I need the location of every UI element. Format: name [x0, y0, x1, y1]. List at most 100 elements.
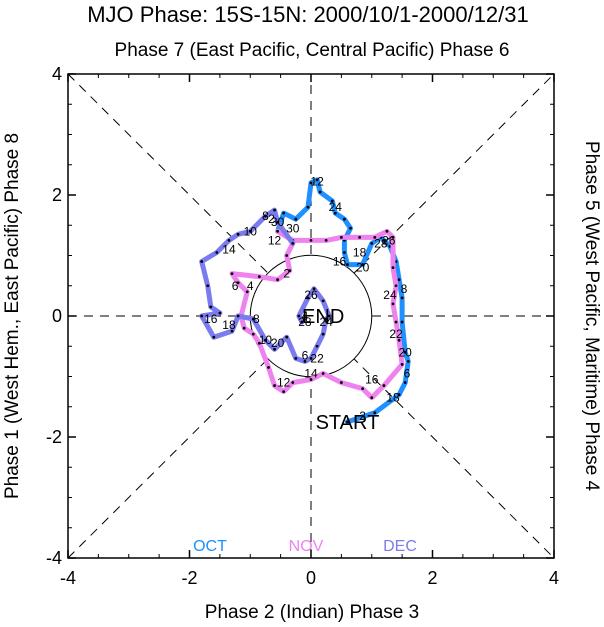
day-point-oct-27 — [282, 211, 286, 215]
left-phase-label: Phase 1 (West Hem., East Pacific) Phase … — [2, 133, 23, 499]
day-label-dec-10: 10 — [244, 224, 258, 238]
day-point-nov-6 — [373, 235, 377, 239]
day-label-oct-18: 18 — [353, 245, 367, 259]
day-label-dec-6: 6 — [302, 348, 309, 362]
day-point-nov-29 — [245, 290, 249, 294]
day-point-dec-20 — [294, 356, 298, 360]
y-tick-label: 4 — [52, 64, 62, 84]
day-label-nov-4: 4 — [247, 279, 254, 293]
day-point-oct-15 — [346, 263, 349, 266]
day-point-nov-22 — [282, 390, 286, 394]
day-point-oct-20 — [333, 211, 337, 215]
end-label: END — [302, 306, 344, 328]
day-label-nov-14: 14 — [304, 366, 318, 380]
day-label-dec-16: 16 — [204, 312, 218, 326]
day-point-dec-12 — [200, 314, 204, 318]
day-point-nov-11 — [391, 302, 395, 306]
day-label-dec-28: 28 — [298, 315, 312, 329]
day-point-dec-17 — [264, 338, 267, 342]
day-label-nov-8: 8 — [253, 312, 260, 326]
day-point-dec-19 — [285, 335, 289, 339]
day-point-nov-33 — [276, 278, 279, 282]
day-point-nov-9 — [391, 266, 395, 269]
day-point-nov-3 — [324, 238, 328, 242]
day-point-oct-19 — [343, 217, 346, 221]
y-tick-label: -4 — [46, 548, 62, 568]
day-label-dec-30: 30 — [286, 221, 300, 235]
day-label-dec-26: 26 — [304, 288, 318, 302]
day-point-nov-14 — [400, 363, 404, 366]
day-point-nov-31 — [230, 272, 234, 276]
day-point-nov-35 — [285, 254, 289, 257]
day-point-nov-0 — [276, 229, 279, 233]
day-point-oct-8 — [397, 278, 401, 282]
day-point-nov-16 — [370, 396, 374, 400]
day-point-oct-5 — [403, 350, 407, 354]
day-label-oct-20: 20 — [356, 261, 370, 275]
day-point-nov-21 — [291, 381, 295, 384]
day-label-oct-28: 28 — [374, 236, 388, 250]
x-tick-label: 2 — [427, 568, 437, 588]
day-point-dec-7 — [215, 251, 219, 254]
chart-title: MJO Phase: 15S-15N: 2000/10/1-2000/12/31 — [87, 2, 529, 27]
right-phase-label: Phase 5 (West Pacific, Maritime) Phase 4 — [581, 141, 602, 492]
day-label-nov-6: 6 — [232, 279, 239, 293]
day-label-dec-22: 22 — [310, 351, 324, 365]
day-point-nov-32 — [257, 275, 261, 279]
day-label-dec-24: 24 — [320, 315, 334, 329]
day-label-oct-12: 12 — [310, 175, 324, 189]
x-tick-label: -4 — [60, 568, 76, 588]
day-point-oct-22 — [318, 190, 322, 194]
day-point-oct-1 — [373, 411, 377, 415]
x-tick-label: 0 — [306, 568, 316, 588]
day-label-oct-30: 30 — [271, 215, 285, 229]
day-point-oct-16 — [343, 251, 346, 254]
day-point-oct-4 — [406, 359, 410, 363]
day-point-oct-7 — [400, 296, 404, 300]
day-point-oct-2 — [397, 393, 401, 397]
day-label-nov-18: 18 — [386, 391, 400, 405]
day-label-oct-24: 24 — [329, 200, 343, 214]
day-point-dec-14 — [230, 329, 234, 333]
day-point-nov-13 — [397, 338, 401, 342]
day-point-dec-13 — [212, 335, 216, 339]
day-point-nov-12 — [394, 320, 398, 324]
day-point-nov-15 — [382, 384, 386, 387]
day-label-dec-8: 8 — [262, 209, 269, 223]
day-point-dec-1 — [276, 220, 279, 224]
day-point-dec-26 — [327, 314, 331, 318]
day-point-oct-0 — [346, 420, 349, 424]
day-point-dec-22 — [309, 356, 313, 360]
day-point-dec-29 — [306, 296, 310, 300]
day-point-oct-13 — [370, 242, 374, 245]
day-point-dec-2 — [273, 208, 276, 212]
top-phase-label: Phase 7 (East Pacific, Central Pacific) … — [115, 40, 510, 61]
day-label-dec-14: 14 — [222, 242, 236, 256]
start-label: START — [316, 412, 380, 434]
day-point-oct-6 — [400, 320, 404, 324]
day-point-dec-28 — [312, 287, 316, 291]
day-point-oct-26 — [294, 217, 298, 221]
legend-item-nov: NOV — [289, 538, 324, 555]
day-point-dec-30 — [297, 314, 301, 318]
day-point-nov-27 — [242, 326, 246, 330]
day-point-dec-3 — [264, 214, 267, 218]
day-point-dec-6 — [227, 238, 231, 242]
day-label-dec-12: 12 — [268, 233, 282, 247]
day-point-nov-18 — [339, 381, 343, 384]
day-label-oct-16: 16 — [333, 255, 347, 269]
day-label-nov-24: 24 — [383, 288, 397, 302]
day-label-oct-26: 26 — [382, 233, 396, 247]
day-point-nov-7 — [385, 229, 389, 233]
day-point-oct-21 — [330, 199, 334, 203]
day-point-nov-34 — [288, 269, 292, 273]
day-label-nov-20: 20 — [398, 345, 412, 359]
day-label-oct-6: 6 — [404, 366, 411, 380]
day-point-nov-25 — [257, 341, 261, 345]
day-label-dec-2: 2 — [268, 212, 275, 226]
day-point-oct-11 — [382, 238, 386, 242]
day-label-nov-12: 12 — [277, 376, 291, 390]
day-point-dec-27 — [321, 299, 325, 303]
